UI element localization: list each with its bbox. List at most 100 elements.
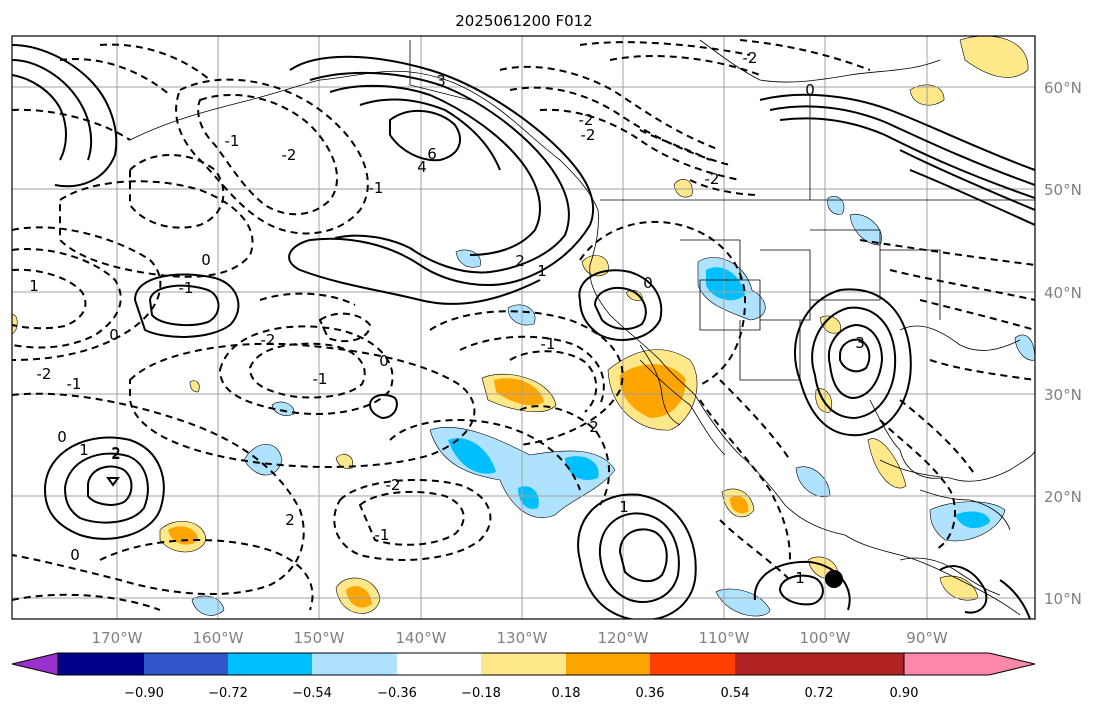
shade-blue-hawaii — [243, 444, 283, 476]
lat-label-50n: 50°N — [1044, 181, 1082, 199]
colorbar-segment — [228, 653, 312, 675]
contour-label: 0 — [57, 428, 67, 446]
colorbar-tick-label: 0.18 — [552, 686, 581, 701]
contour-label: -1 — [179, 279, 194, 297]
map-frame — [11, 35, 1036, 620]
contour-label: -2 — [743, 49, 758, 67]
colorbar-tick-label: −0.72 — [208, 686, 248, 701]
dashed-contours — [12, 39, 1035, 611]
lon-label-120w: 120°W — [598, 629, 649, 647]
lon-label-110w: 110°W — [699, 629, 750, 647]
contour-label: 1 — [29, 277, 39, 295]
colorbar-segment — [144, 653, 228, 675]
colorbar-segment — [58, 653, 144, 675]
coastlines — [129, 39, 1035, 616]
contour-label: 2 — [285, 511, 295, 529]
lat-label-30n: 30°N — [1044, 386, 1082, 404]
shade-blue-pac7 — [271, 401, 295, 416]
contour-labels: 3 6 4 1 2 -2 -1 0 2 0 -1 -2 -1 0 3 1 -1 … — [29, 49, 865, 587]
contour-label: -1 — [369, 179, 384, 197]
lon-label-100w: 100°W — [800, 629, 851, 647]
contour-label: 1 — [795, 569, 805, 587]
lon-label-140w: 140°W — [396, 629, 447, 647]
contour-label: 3 — [855, 334, 865, 352]
contour-label: 1 — [537, 262, 547, 280]
colorbar-tick-label: −0.18 — [461, 686, 501, 701]
shade-cyan-carib1 — [955, 511, 990, 529]
colorbar-segment — [397, 653, 481, 675]
colorbar-segment — [735, 653, 819, 675]
shade-cyan-pac6 — [518, 486, 539, 509]
colorbar-tick-label: 0.90 — [890, 686, 919, 701]
contour-label: 0 — [70, 546, 80, 564]
colorbar-tick-label: −0.54 — [292, 686, 332, 701]
contour-label: -2 — [581, 126, 596, 144]
shade-orange-baja — [619, 364, 686, 418]
contour-label: 0 — [201, 251, 211, 269]
colorbar-segment — [481, 653, 566, 675]
contour-label: 4 — [417, 158, 427, 176]
colorbar-extend-high — [903, 652, 1036, 676]
colorbar-segment — [566, 653, 650, 675]
colorbar-extend-low — [11, 652, 59, 676]
lon-label-160w: 160°W — [193, 629, 244, 647]
lat-label-40n: 40°N — [1044, 284, 1082, 302]
contour-label: 2 — [589, 418, 599, 436]
lat-label-60n: 60°N — [1044, 79, 1082, 97]
map-title: 2025061200 F012 — [455, 12, 592, 30]
contour-label: 2 — [515, 252, 525, 270]
shade-yellow-bc — [673, 178, 693, 198]
contour-label: 0 — [109, 326, 119, 344]
colorbar-segment — [650, 653, 735, 675]
contour-label: 1 — [79, 441, 89, 459]
contour-label: 2 — [111, 445, 121, 463]
map-panel: 3 6 4 1 2 -2 -1 0 2 0 -1 -2 -1 0 3 1 -1 … — [12, 36, 1035, 619]
contour-label: -1 — [225, 132, 240, 150]
contour-label: -1 — [67, 375, 82, 393]
shade-blue-east — [827, 196, 845, 215]
shade-blue-atl — [1014, 334, 1035, 361]
contour-label: -2 — [705, 170, 720, 188]
contour-label: -2 — [579, 111, 594, 129]
contour-label: -1 — [541, 335, 556, 353]
filled-circle-marker — [825, 570, 843, 588]
shade-yellow-pac8 — [335, 454, 354, 469]
lat-label-10n: 10°N — [1044, 590, 1082, 608]
colorbar-segment — [819, 653, 904, 675]
solid-contours — [12, 44, 1035, 619]
contour-label: 1 — [619, 498, 629, 516]
lon-label-170w: 170°W — [92, 629, 143, 647]
lon-label-130w: 130°W — [497, 629, 548, 647]
contour-label: -2 — [261, 331, 276, 349]
colorbar-tick-label: −0.90 — [124, 686, 164, 701]
lon-label-150w: 150°W — [294, 629, 345, 647]
shade-orange-mex — [730, 495, 749, 514]
colorbar-outline — [57, 652, 905, 676]
contour-label: 3 — [436, 72, 446, 90]
longitude-labels: 170°W 160°W 150°W 140°W 130°W 120°W 110°… — [92, 629, 948, 647]
contour-label: -2 — [37, 365, 52, 383]
lat-label-20n: 20°N — [1044, 488, 1082, 506]
colorbar: −0.90 −0.72 −0.54 −0.36 −0.18 0.18 0.36 … — [11, 652, 1036, 701]
contour-label: -1 — [375, 526, 390, 544]
contour-label: 0 — [805, 81, 815, 99]
colorbar-tick-label: 0.36 — [636, 686, 665, 701]
colorbar-tick-label: −0.36 — [377, 686, 417, 701]
contour-label: -1 — [313, 370, 328, 388]
shade-orange-tropics2 — [346, 586, 372, 608]
contour-label: 2 — [111, 444, 121, 462]
shade-cyan-pac4 — [448, 438, 496, 474]
colorbar-tick-label: 0.54 — [721, 686, 750, 701]
shade-blue-carib2 — [715, 588, 771, 617]
shade-blue-tropics3 — [191, 595, 225, 616]
colorbar-segment — [312, 653, 397, 675]
contour-label: 0 — [643, 274, 653, 292]
contour-label: -2 — [282, 146, 297, 164]
lon-label-90w: 90°W — [906, 629, 948, 647]
contour-label: 6 — [427, 145, 437, 163]
contour-label: -2 — [386, 476, 401, 494]
contour-label: 0 — [379, 352, 389, 370]
shade-orange-pac3 — [494, 378, 544, 406]
shade-yellow-small2 — [189, 380, 200, 393]
